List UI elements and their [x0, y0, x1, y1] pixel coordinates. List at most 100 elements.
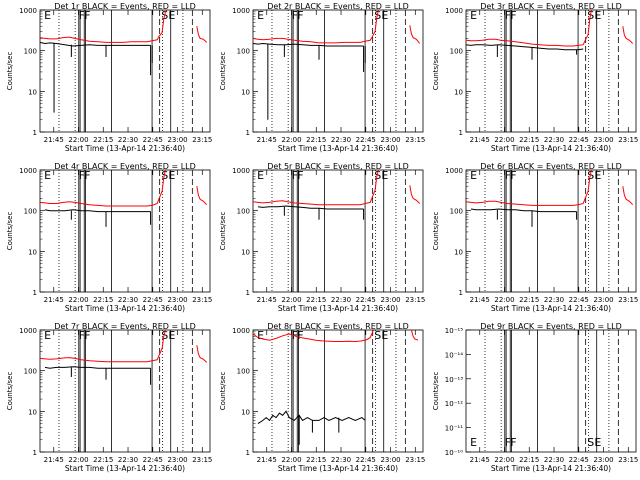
series-events	[257, 410, 366, 425]
series-lld	[39, 169, 166, 207]
x-tick-label: 22:45	[143, 136, 163, 144]
x-tick-label: 22:15	[306, 456, 326, 464]
interval-marker: F	[297, 169, 303, 182]
panel-det-1: Det 1r BLACK = Events, RED = LLD 1 10 100 10…	[6, 2, 212, 153]
y-axis-label: Counts/sec	[432, 372, 440, 411]
panel-det-8: Det 8r BLACK = Events, RED = LLD 1 10 100 10…	[219, 322, 425, 473]
interval-marker: F	[84, 329, 90, 342]
series-events	[465, 44, 584, 51]
x-tick-label: 23:00	[167, 456, 187, 464]
x-tick-label: 22:45	[569, 456, 589, 464]
y-tick-label: 10	[28, 88, 37, 96]
series-lld	[465, 9, 592, 47]
series-events	[252, 42, 364, 47]
interval-marker: F	[297, 9, 303, 22]
panel-det-3: Det 3r BLACK = Events, RED = LLD 1 10 100 10…	[432, 2, 638, 153]
series-lld-tail	[196, 345, 208, 363]
interval-marker: S	[587, 436, 594, 449]
x-axis-label: Start Time (13-Apr-14 21:36:40)	[491, 304, 611, 313]
x-tick-label: 22:30	[118, 456, 138, 464]
panel-title: Det 2r BLACK = Events, RED = LLD	[267, 2, 409, 11]
axes-frame	[465, 169, 637, 293]
panel-title: Det 9r BLACK = Events, RED = LLD	[480, 322, 622, 331]
interval-marker: F	[84, 169, 90, 182]
y-tick-label: 10⁻¹⁵	[445, 327, 463, 335]
series-lld	[39, 9, 168, 43]
series-lld-tail	[409, 25, 421, 44]
y-tick-label: 1	[33, 129, 37, 137]
x-tick-label: 22:15	[519, 456, 539, 464]
axes-frame	[39, 329, 211, 453]
interval-marker: S	[374, 9, 381, 22]
interval-marker: E	[44, 9, 51, 22]
interval-marker: F	[505, 9, 511, 22]
panel-title: Det 4r BLACK = Events, RED = LLD	[54, 162, 196, 171]
series-events	[257, 205, 364, 210]
axes-frame	[465, 9, 637, 133]
series-events	[44, 366, 151, 369]
interval-marker: F	[292, 9, 298, 22]
y-tick-label: 1	[246, 289, 250, 297]
y-tick-label: 100	[450, 208, 463, 216]
y-tick-label: 100	[24, 368, 37, 376]
y-tick-label: 10	[241, 248, 250, 256]
interval-marker: F	[505, 436, 511, 449]
y-tick-label: 100	[24, 208, 37, 216]
interval-marker: E	[257, 9, 264, 22]
interval-marker: E	[470, 436, 477, 449]
x-axis-label: Start Time (13-Apr-14 21:36:40)	[278, 304, 398, 313]
interval-marker: E	[44, 329, 51, 342]
interval-marker: E	[44, 169, 51, 182]
x-axis-label: Start Time (13-Apr-14 21:36:40)	[491, 144, 611, 153]
panel-det-5: Det 5r BLACK = Events, RED = LLD 1 10 100 10…	[219, 162, 425, 313]
x-tick-label: 22:00	[494, 296, 514, 304]
interval-marker: F	[79, 9, 85, 22]
x-tick-label: 22:30	[544, 456, 564, 464]
x-tick-label: 22:00	[68, 296, 88, 304]
y-tick-label: 1000	[445, 7, 463, 15]
x-tick-label: 23:00	[593, 136, 613, 144]
series-lld-tail	[410, 329, 419, 341]
x-tick-label: 21:45	[257, 136, 277, 144]
panel-det-9: Det 9r BLACK = Events, RED = LLD 10⁻¹⁰ 10⁻…	[432, 322, 638, 473]
interval-marker: F	[510, 9, 516, 22]
x-tick-label: 22:00	[281, 136, 301, 144]
interval-marker: E	[381, 9, 388, 22]
interval-marker: F	[84, 9, 90, 22]
series-lld	[39, 329, 166, 363]
axes-frame	[39, 169, 211, 293]
y-axis-label: Counts/sec	[432, 52, 440, 91]
interval-marker: F	[292, 169, 298, 182]
y-tick-label: 1000	[232, 327, 250, 335]
panel-title: Det 5r BLACK = Events, RED = LLD	[267, 162, 409, 171]
x-tick-label: 22:45	[143, 456, 163, 464]
interval-marker: E	[594, 169, 601, 182]
x-axis-label: Start Time (13-Apr-14 21:36:40)	[278, 464, 398, 473]
interval-marker: F	[297, 329, 303, 342]
interval-marker: F	[79, 169, 85, 182]
interval-marker: E	[470, 9, 477, 22]
y-tick-label: 100	[237, 48, 250, 56]
series-lld	[252, 329, 374, 343]
y-tick-label: 100	[24, 48, 37, 56]
y-tick-label: 1	[459, 129, 463, 137]
y-tick-label: 1	[33, 449, 37, 457]
y-tick-label: 10	[454, 88, 463, 96]
y-tick-label: 1000	[19, 7, 37, 15]
interval-marker: E	[381, 329, 388, 342]
x-tick-label: 22:15	[306, 296, 326, 304]
series-lld-tail	[622, 26, 634, 44]
y-tick-label: 1000	[232, 7, 250, 15]
interval-marker: E	[257, 169, 264, 182]
interval-marker: E	[594, 436, 601, 449]
x-tick-label: 21:45	[44, 296, 64, 304]
panel-title: Det 6r BLACK = Events, RED = LLD	[480, 162, 622, 171]
x-tick-label: 22:00	[68, 136, 88, 144]
x-tick-label: 23:00	[380, 136, 400, 144]
y-tick-label: 100	[237, 368, 250, 376]
x-tick-label: 22:30	[118, 136, 138, 144]
y-tick-label: 10	[241, 88, 250, 96]
y-tick-label: 1000	[445, 167, 463, 175]
x-tick-label: 22:30	[331, 136, 351, 144]
x-tick-label: 22:15	[93, 136, 113, 144]
